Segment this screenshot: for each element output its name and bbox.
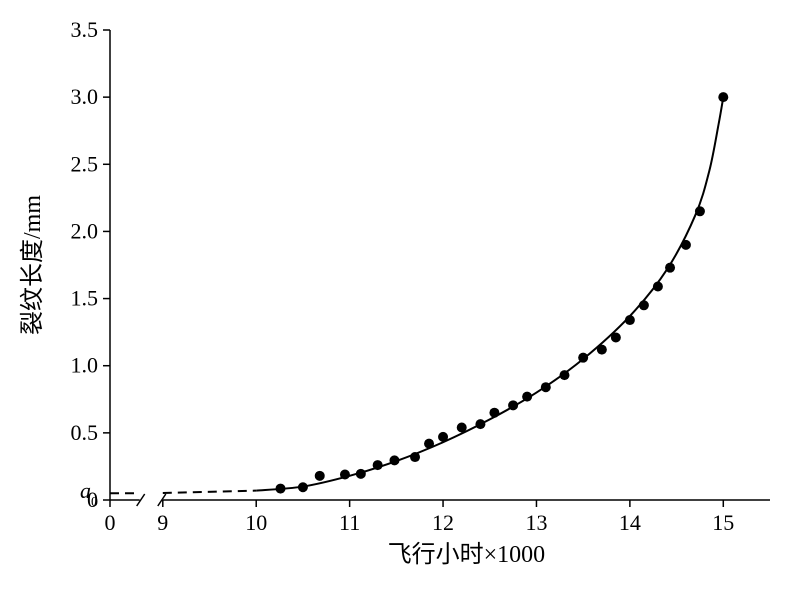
data-point <box>424 439 434 449</box>
data-point <box>389 455 399 465</box>
x-tick-label: 0 <box>105 510 116 535</box>
data-point <box>457 422 467 432</box>
data-point <box>665 263 675 273</box>
fit-curve <box>256 97 723 490</box>
data-point <box>508 400 518 410</box>
y-axis-label: 裂纹长度/mm <box>19 195 46 335</box>
y-tick-label: 2.5 <box>71 151 99 176</box>
data-point <box>298 482 308 492</box>
data-point <box>695 206 705 216</box>
y-tick-label: 1.0 <box>71 353 99 378</box>
x-tick-label: 10 <box>245 510 267 535</box>
data-point <box>681 240 691 250</box>
y-tick-label: 2.0 <box>71 218 99 243</box>
y-tick-label: 3.5 <box>71 17 99 42</box>
data-point <box>522 392 532 402</box>
x-tick-label: 11 <box>339 510 360 535</box>
data-point <box>611 333 621 343</box>
x-axis-label: 飞行小时×1000 <box>388 541 546 568</box>
data-point <box>541 382 551 392</box>
y-tick-label: 3.0 <box>71 84 99 109</box>
data-point <box>438 432 448 442</box>
x-tick-label: 9 <box>157 510 168 535</box>
x-tick-label: 15 <box>712 510 734 535</box>
data-point <box>718 92 728 102</box>
data-point <box>276 484 286 494</box>
data-point <box>373 460 383 470</box>
data-point <box>315 471 325 481</box>
y-tick-label: 1.5 <box>71 286 99 311</box>
data-point <box>340 469 350 479</box>
x-tick-label: 14 <box>619 510 641 535</box>
x-tick-label: 13 <box>525 510 547 535</box>
data-point <box>410 452 420 462</box>
crack-growth-chart: 00.51.01.52.02.53.03.5a009101112131415裂纹… <box>0 0 805 597</box>
chart-svg: 00.51.01.52.02.53.03.5a009101112131415裂纹… <box>0 0 805 597</box>
data-point <box>578 353 588 363</box>
data-point <box>597 345 607 355</box>
data-point <box>639 300 649 310</box>
data-point <box>475 419 485 429</box>
y-tick-label: 0.5 <box>71 420 99 445</box>
data-point <box>489 408 499 418</box>
dashed-baseline <box>163 491 256 493</box>
data-point <box>625 315 635 325</box>
data-point <box>653 281 663 291</box>
x-tick-label: 12 <box>432 510 454 535</box>
data-point <box>559 370 569 380</box>
data-point <box>356 469 366 479</box>
